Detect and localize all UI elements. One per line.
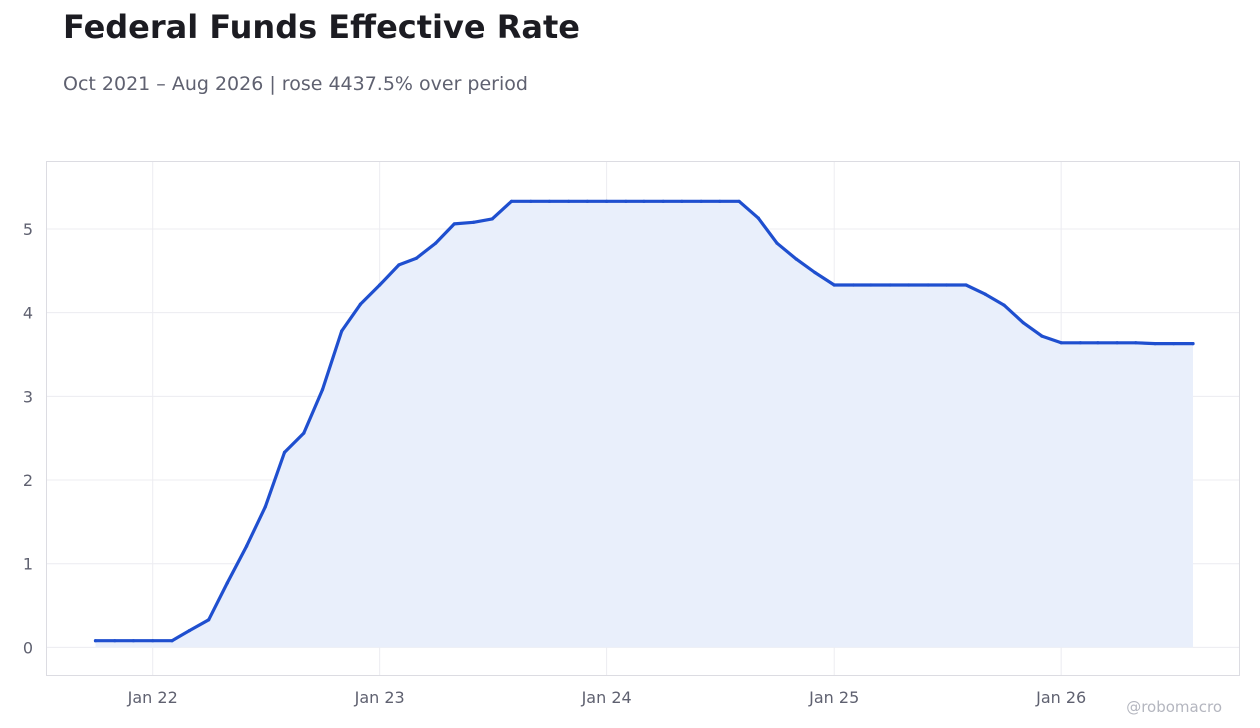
data-point [737, 199, 741, 203]
data-point [680, 199, 684, 203]
data-point [945, 283, 949, 287]
data-point [302, 431, 306, 435]
x-tick-label: Jan 23 [354, 688, 405, 707]
data-point [113, 639, 117, 643]
data-point [794, 257, 798, 261]
data-point [1134, 341, 1138, 345]
data-point [907, 283, 911, 287]
y-tick-label: 1 [23, 555, 33, 574]
series-area [95, 201, 1193, 648]
data-point [471, 220, 476, 224]
data-point [263, 505, 267, 509]
x-tick-label: Jan 25 [808, 688, 859, 707]
data-point [926, 283, 930, 287]
y-tick-label: 0 [23, 638, 33, 657]
data-point [509, 199, 514, 203]
y-tick-labels: 0 1 2 3 4 5 [23, 220, 33, 657]
data-point [567, 199, 571, 203]
data-point [244, 544, 249, 548]
data-point [1096, 341, 1100, 345]
data-point [718, 199, 722, 203]
x-tick-labels: Jan 22 Jan 23 Jan 24 Jan 25 Jan 26 [127, 688, 1087, 707]
data-point [414, 256, 418, 260]
data-point [397, 263, 401, 267]
data-point [699, 199, 703, 203]
data-point [775, 241, 779, 245]
data-point [661, 199, 665, 203]
x-tick-label: Jan 22 [127, 688, 178, 707]
data-point [1115, 341, 1119, 345]
data-point [756, 216, 760, 220]
data-point [813, 270, 817, 275]
data-point [983, 292, 987, 296]
y-tick-label: 5 [23, 220, 33, 239]
data-point [170, 639, 174, 643]
data-points [93, 199, 1195, 643]
data-point [490, 217, 494, 221]
data-point [452, 222, 456, 226]
data-point [869, 283, 873, 287]
y-tick-label: 3 [23, 387, 33, 406]
data-point [1021, 321, 1025, 325]
data-point [131, 639, 136, 643]
data-point [1059, 341, 1063, 345]
data-point [207, 618, 211, 622]
data-point [378, 283, 382, 287]
data-point [888, 283, 892, 287]
data-point [832, 283, 836, 287]
data-point [340, 329, 344, 333]
data-point [93, 639, 98, 643]
data-point [1002, 303, 1006, 307]
chart-subtitle: Oct 2021 – Aug 2026 | rose 4437.5% over … [63, 73, 528, 95]
data-point [1078, 341, 1083, 345]
data-point [1191, 342, 1195, 346]
data-point [642, 199, 646, 203]
data-point [605, 199, 609, 203]
data-point [434, 241, 438, 245]
data-point [1172, 342, 1176, 346]
data-point [151, 639, 155, 643]
data-point [358, 302, 362, 306]
x-tick-label: Jan 26 [1035, 688, 1086, 707]
data-point [585, 199, 589, 203]
data-point [1040, 334, 1044, 338]
data-point [225, 581, 229, 585]
data-point [320, 388, 325, 392]
chart-title: Federal Funds Effective Rate [63, 8, 580, 46]
data-point [624, 199, 628, 203]
y-tick-label: 2 [23, 471, 33, 490]
data-point [964, 283, 968, 287]
data-point [851, 283, 856, 287]
x-tick-label: Jan 24 [581, 688, 632, 707]
y-tick-label: 4 [23, 304, 33, 323]
data-point [187, 629, 191, 633]
watermark: @robomacro [1126, 698, 1222, 716]
data-point [547, 199, 552, 203]
data-point [282, 450, 287, 454]
data-point [529, 199, 533, 203]
data-point [1153, 342, 1157, 346]
